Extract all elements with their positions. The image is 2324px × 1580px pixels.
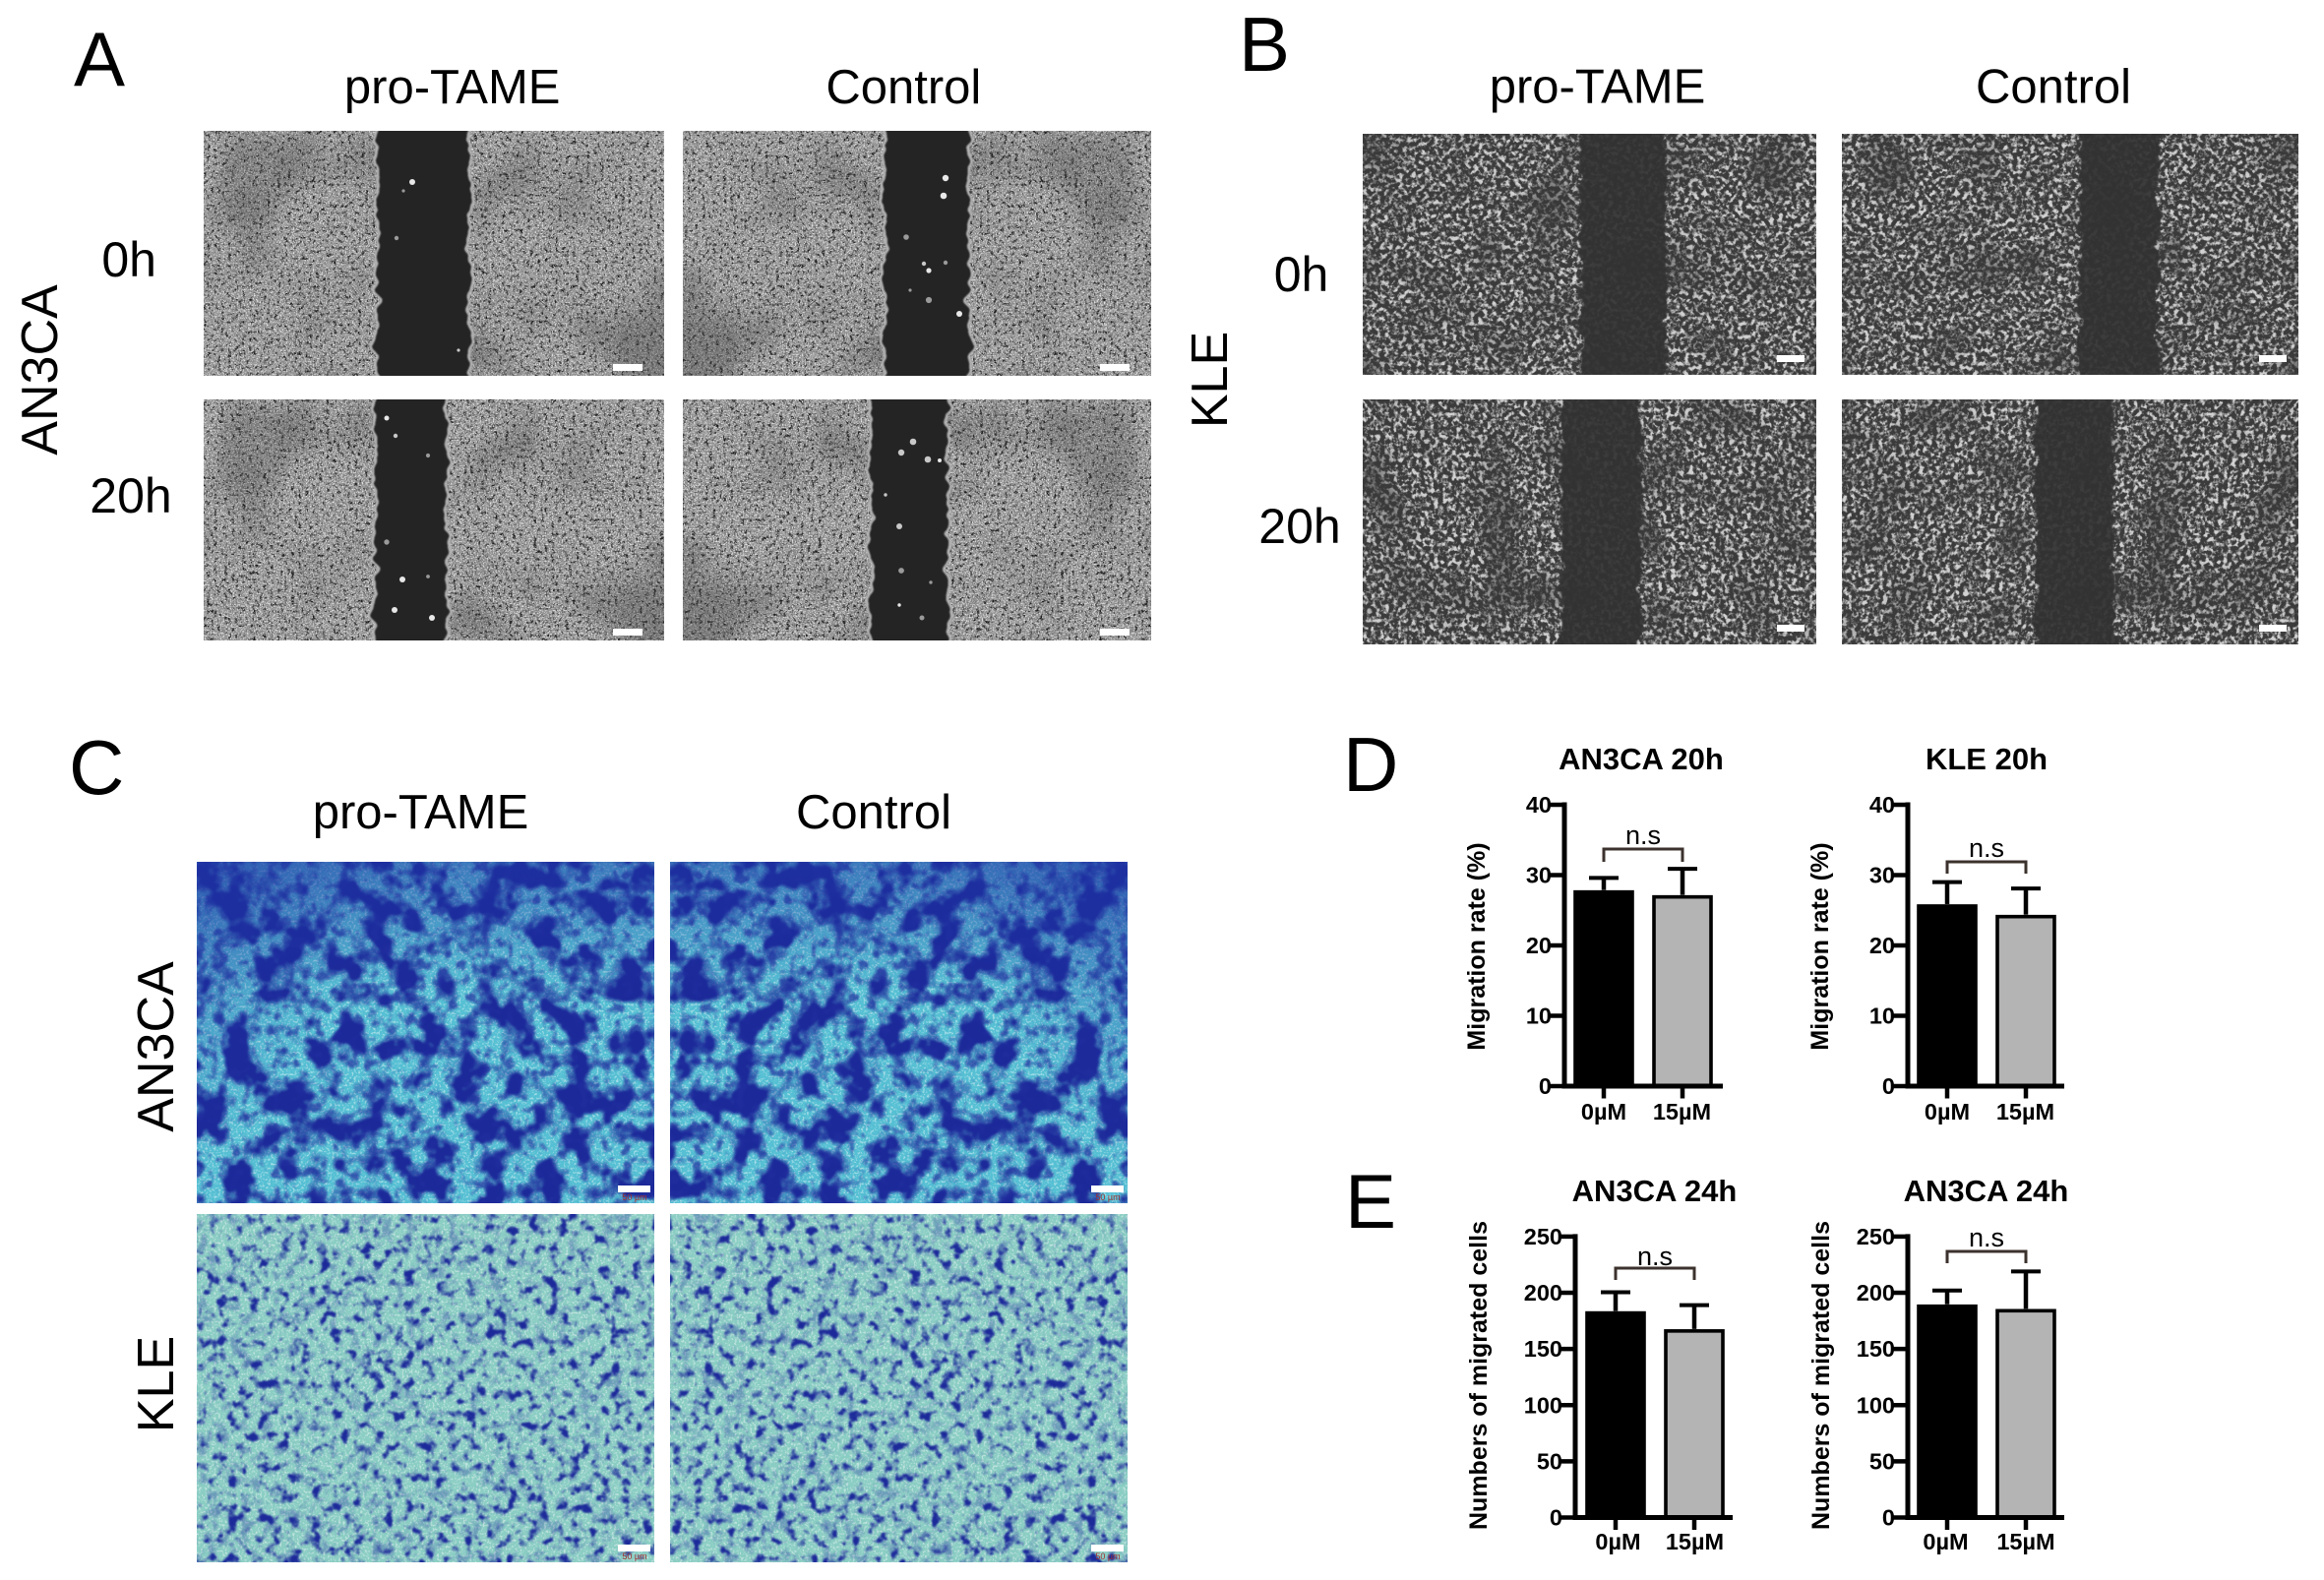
svg-text:0: 0 xyxy=(1882,1073,1895,1099)
svg-text:100: 100 xyxy=(1524,1392,1562,1418)
svg-text:200: 200 xyxy=(1524,1280,1562,1306)
svg-text:pro-TAME: pro-TAME xyxy=(344,61,561,114)
svg-text:0h: 0h xyxy=(101,232,156,287)
svg-text:30: 30 xyxy=(1869,863,1895,888)
svg-text:100: 100 xyxy=(1857,1392,1895,1418)
svg-text:Migration rate (%): Migration rate (%) xyxy=(1463,842,1491,1050)
svg-text:20: 20 xyxy=(1869,933,1895,958)
svg-text:40: 40 xyxy=(1526,792,1552,818)
svg-text:0h: 0h xyxy=(1274,247,1329,302)
svg-text:n.s: n.s xyxy=(1637,1242,1673,1271)
svg-text:15µM: 15µM xyxy=(1653,1099,1711,1124)
svg-text:200: 200 xyxy=(1857,1280,1895,1306)
svg-text:50: 50 xyxy=(1537,1448,1562,1474)
svg-text:15µM: 15µM xyxy=(1996,1529,2054,1554)
svg-text:Migration rate (%): Migration rate (%) xyxy=(1806,842,1834,1050)
svg-text:50 µm: 50 µm xyxy=(622,1192,646,1202)
svg-text:10: 10 xyxy=(1869,1003,1895,1029)
svg-text:AN3CA 24h: AN3CA 24h xyxy=(1572,1174,1738,1208)
svg-text:n.s: n.s xyxy=(1969,1223,2004,1252)
svg-text:10: 10 xyxy=(1526,1003,1552,1029)
svg-text:n.s: n.s xyxy=(1625,820,1661,850)
svg-text:15µM: 15µM xyxy=(1996,1099,2054,1124)
svg-text:A: A xyxy=(74,16,125,102)
svg-text:Control: Control xyxy=(1976,61,2131,114)
svg-text:250: 250 xyxy=(1857,1224,1895,1249)
svg-text:E: E xyxy=(1345,1158,1396,1245)
svg-text:D: D xyxy=(1343,721,1398,808)
svg-text:C: C xyxy=(69,724,124,811)
svg-text:AN3CA 24h: AN3CA 24h xyxy=(1904,1174,2069,1208)
svg-text:Control: Control xyxy=(826,61,981,114)
svg-text:0µM: 0µM xyxy=(1925,1099,1970,1124)
svg-text:50 µm: 50 µm xyxy=(1095,1551,1120,1561)
svg-text:pro-TAME: pro-TAME xyxy=(313,786,529,839)
svg-text:50 µm: 50 µm xyxy=(622,1551,646,1561)
svg-text:20h: 20h xyxy=(90,468,171,523)
svg-text:KLE: KLE xyxy=(1182,332,1239,428)
svg-text:50 µm: 50 µm xyxy=(1095,1192,1120,1202)
svg-text:40: 40 xyxy=(1869,792,1895,818)
svg-text:Control: Control xyxy=(796,786,951,839)
svg-text:AN3CA: AN3CA xyxy=(128,961,185,1132)
svg-text:150: 150 xyxy=(1857,1336,1895,1362)
svg-text:20h: 20h xyxy=(1258,499,1340,554)
svg-text:pro-TAME: pro-TAME xyxy=(1490,61,1706,114)
svg-text:0: 0 xyxy=(1539,1073,1552,1099)
svg-text:n.s: n.s xyxy=(1969,833,2004,863)
svg-text:0: 0 xyxy=(1550,1505,1562,1531)
svg-text:30: 30 xyxy=(1526,863,1552,888)
svg-text:250: 250 xyxy=(1524,1224,1562,1249)
svg-text:0µM: 0µM xyxy=(1581,1099,1626,1124)
svg-text:50: 50 xyxy=(1869,1448,1895,1474)
svg-text:150: 150 xyxy=(1524,1336,1562,1362)
svg-text:0µM: 0µM xyxy=(1923,1529,1968,1554)
svg-text:AN3CA: AN3CA xyxy=(12,284,69,456)
svg-text:0µM: 0µM xyxy=(1595,1529,1640,1554)
svg-text:AN3CA 20h: AN3CA 20h xyxy=(1559,742,1724,776)
svg-text:15µM: 15µM xyxy=(1666,1529,1724,1554)
svg-text:Numbers of migrated cells: Numbers of migrated cells xyxy=(1465,1221,1493,1530)
svg-text:20: 20 xyxy=(1526,933,1552,958)
svg-text:0: 0 xyxy=(1882,1505,1895,1531)
svg-text:KLE: KLE xyxy=(128,1336,185,1432)
svg-text:Numbers of migrated cells: Numbers of migrated cells xyxy=(1807,1221,1835,1530)
svg-text:B: B xyxy=(1239,1,1290,88)
svg-text:KLE 20h: KLE 20h xyxy=(1926,742,2048,776)
